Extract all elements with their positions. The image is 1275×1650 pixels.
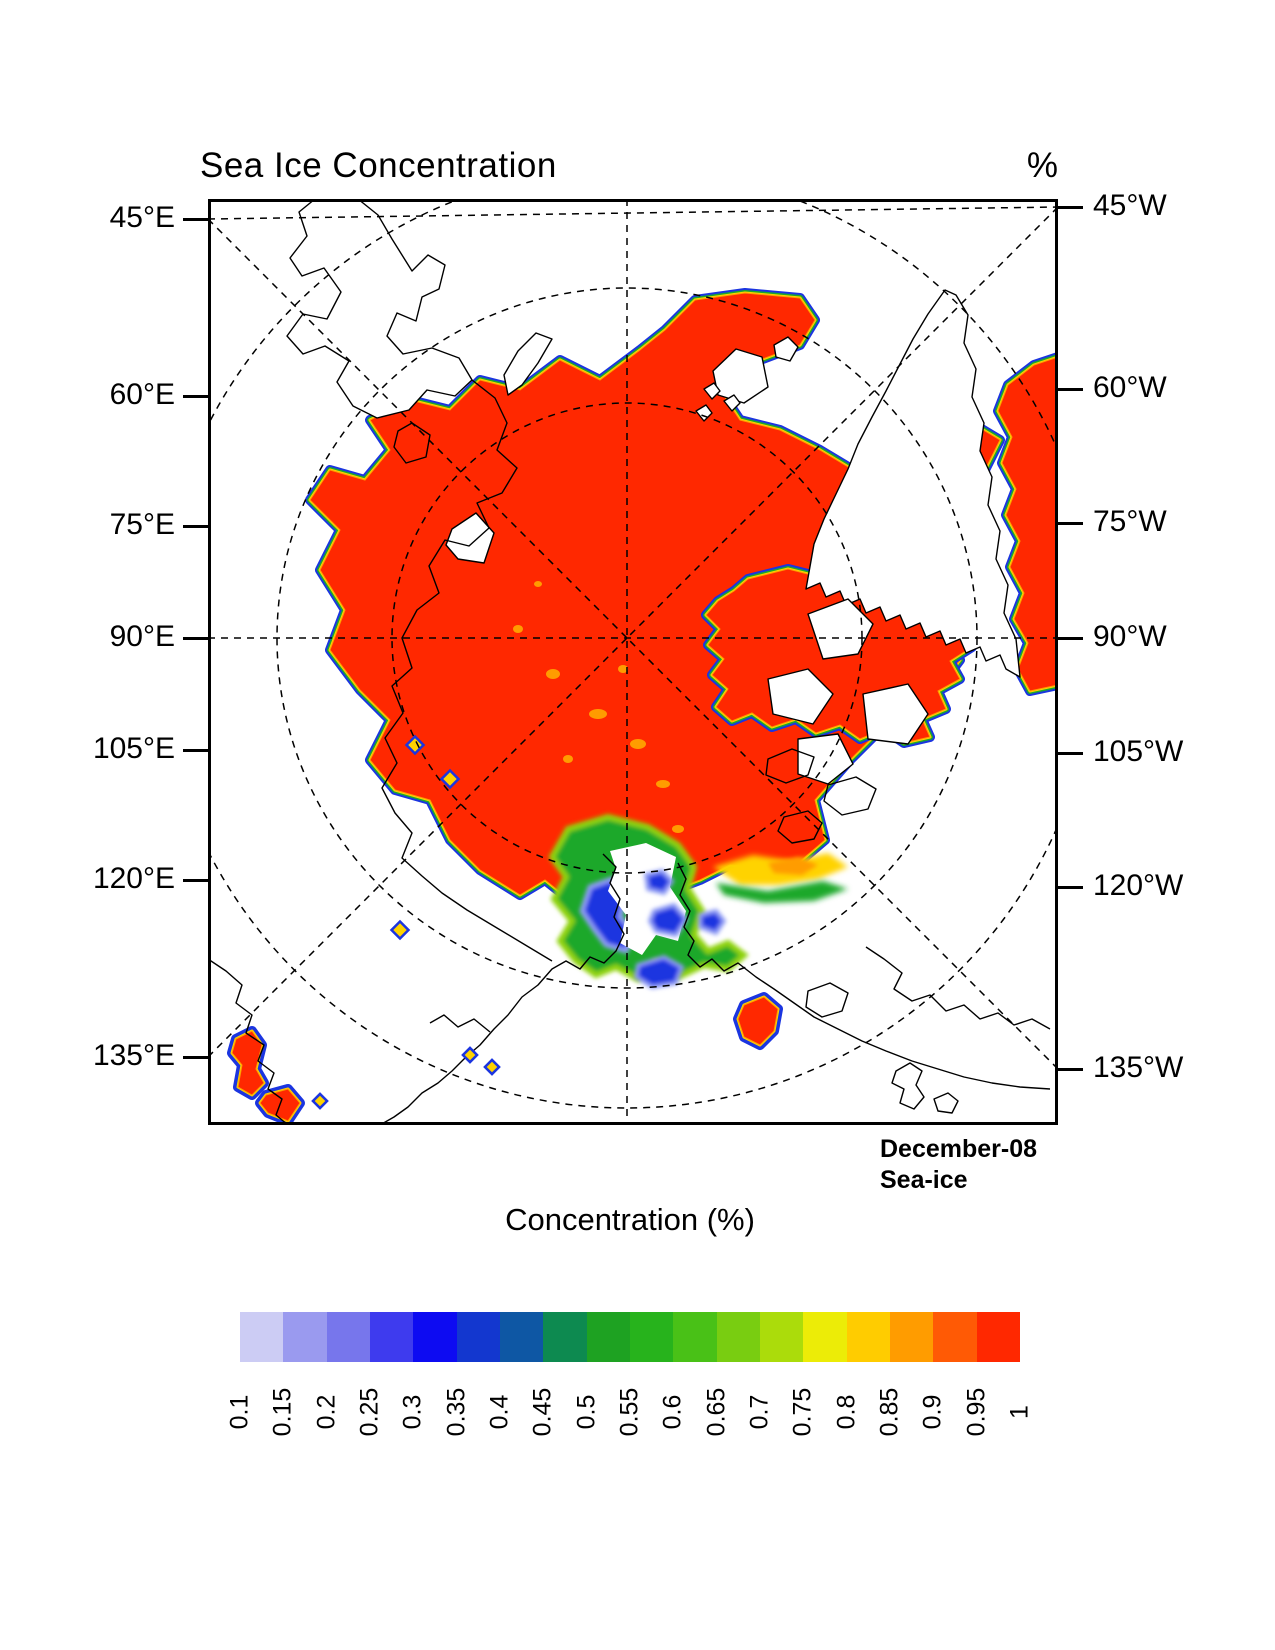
corner-islands-b xyxy=(933,1092,959,1114)
left-axis-tick-label-6: 135°E xyxy=(92,1039,175,1072)
colorbar-cell-13 xyxy=(803,1312,847,1362)
canada-mainland-coast xyxy=(865,946,1051,1030)
st-lawrence-island xyxy=(805,982,849,1018)
right-axis-tick-label-1: 60°W xyxy=(1093,371,1167,404)
right-axis-tick-mark-5 xyxy=(1058,886,1083,889)
left-axis-tick-mark-0 xyxy=(183,218,208,221)
colorbar-cell-8 xyxy=(586,1312,630,1362)
landmasses xyxy=(286,199,1021,785)
left-axis-tick-label-1: 60°E xyxy=(109,378,175,411)
right-axis-tick-mark-0 xyxy=(1058,206,1083,209)
colorbar-cell-4 xyxy=(413,1312,457,1362)
right-axis-tick-label-6: 135°W xyxy=(1093,1051,1184,1084)
graticule xyxy=(208,199,1058,1125)
svalbard-ne-island xyxy=(773,336,799,362)
okhotsk-coast xyxy=(208,958,289,1125)
plot-title: Sea Ice Concentration xyxy=(200,146,557,185)
greenland xyxy=(805,289,1021,678)
colorbar-cell-5 xyxy=(456,1312,500,1362)
map-border xyxy=(208,199,1058,1125)
colorbar-cell-14 xyxy=(846,1312,890,1362)
colorbar-cell-17 xyxy=(976,1312,1020,1362)
colorbar-cell-6 xyxy=(499,1312,544,1362)
left-axis-tick-mark-3 xyxy=(183,637,208,640)
severnaya-zemlya xyxy=(445,512,495,564)
baffin-island-c xyxy=(777,810,823,844)
chukotka-bay-coast xyxy=(379,853,625,1125)
svalbard xyxy=(712,348,769,404)
colorbar-title: Concentration (%) xyxy=(505,1202,755,1237)
scandinavia xyxy=(286,199,473,419)
left-axis-tick-mark-5 xyxy=(183,879,208,882)
baffin-island-a xyxy=(765,748,815,784)
right-axis-tick-label-4: 105°W xyxy=(1093,735,1184,768)
left-axis-tick-mark-4 xyxy=(183,749,208,752)
left-axis-tick-label-3: 90°E xyxy=(109,620,175,653)
novaya-zemlya xyxy=(503,332,553,396)
annotation-date: December-08 xyxy=(880,1135,1038,1163)
colorbar-cell-16 xyxy=(933,1312,977,1362)
right-axis-tick-mark-1 xyxy=(1058,388,1083,391)
left-axis-tick-label-2: 75°E xyxy=(109,508,175,541)
map-annotation: December-08 Sea-ice xyxy=(880,1134,1037,1195)
left-axis-tick-label-4: 105°E xyxy=(92,732,175,765)
colorbar xyxy=(240,1312,1020,1362)
siberia-coast xyxy=(381,379,553,962)
annotation-variable: Sea-ice xyxy=(880,1165,968,1194)
colorbar-cell-1 xyxy=(283,1312,327,1362)
colorbar-cell-9 xyxy=(629,1312,674,1362)
right-axis-tick-label-0: 45°W xyxy=(1093,189,1167,222)
colorbar-cell-11 xyxy=(716,1312,760,1362)
coastal-ice-diamonds xyxy=(311,734,501,1110)
left-axis-tick-mark-2 xyxy=(183,525,208,528)
victoria-island xyxy=(862,683,929,745)
ellesmere-island xyxy=(807,598,874,660)
plot-unit-label: % xyxy=(1026,146,1058,185)
white-sea-loop xyxy=(393,422,431,464)
colorbar-cell-7 xyxy=(543,1312,587,1362)
left-axis-tick-label-5: 120°E xyxy=(92,862,175,895)
colorbar-cell-12 xyxy=(759,1312,804,1362)
right-axis-tick-label-2: 75°W xyxy=(1093,505,1167,538)
right-axis-tick-mark-2 xyxy=(1058,522,1083,525)
sea-ice-map xyxy=(208,199,1058,1125)
colorbar-cell-3 xyxy=(369,1312,414,1362)
bering-marginal-ice-zone xyxy=(548,813,848,990)
colorbar-cell-15 xyxy=(889,1312,934,1362)
colorbar-cell-2 xyxy=(326,1312,370,1362)
banks-island xyxy=(797,733,854,785)
coastlines xyxy=(208,379,1051,1125)
colorbar-cell-10 xyxy=(673,1312,717,1362)
right-axis-tick-mark-6 xyxy=(1058,1068,1083,1071)
right-axis-tick-mark-4 xyxy=(1058,752,1083,755)
devon-island xyxy=(767,668,834,725)
kamchatka-inlet xyxy=(429,1014,491,1033)
right-axis-tick-mark-3 xyxy=(1058,637,1083,640)
map-frame xyxy=(208,199,1058,1125)
franz-josef-land xyxy=(695,382,741,422)
left-axis-tick-mark-6 xyxy=(183,1056,208,1059)
interior-orange-speckles xyxy=(513,581,684,833)
right-axis-tick-label-5: 120°W xyxy=(1093,869,1184,902)
left-axis-tick-mark-1 xyxy=(183,395,208,398)
baffin-island-b xyxy=(823,776,877,816)
right-axis-tick-label-3: 90°W xyxy=(1093,620,1167,653)
corner-islands-a xyxy=(891,1062,925,1110)
alaska-bay-coast xyxy=(677,862,1051,1090)
left-axis-tick-label-0: 45°E xyxy=(109,201,175,234)
colorbar-cell-0 xyxy=(240,1312,284,1362)
